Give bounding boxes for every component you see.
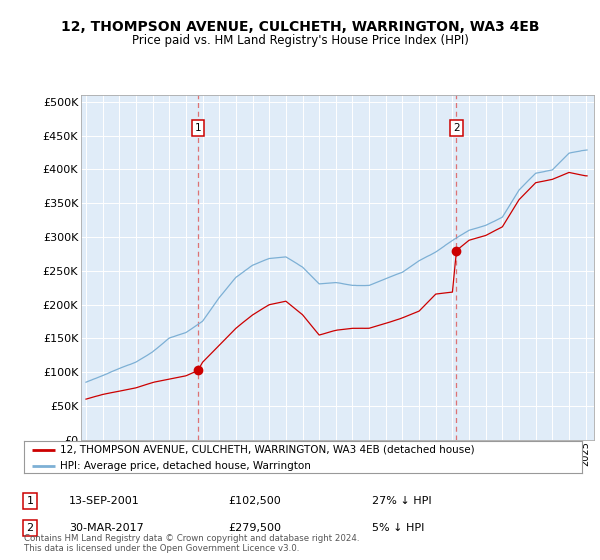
Text: 2: 2: [453, 123, 460, 133]
Text: £279,500: £279,500: [228, 523, 281, 533]
Text: 1: 1: [194, 123, 201, 133]
Text: 5% ↓ HPI: 5% ↓ HPI: [372, 523, 424, 533]
Text: 2: 2: [26, 523, 34, 533]
Text: 1: 1: [26, 496, 34, 506]
Text: 12, THOMPSON AVENUE, CULCHETH, WARRINGTON, WA3 4EB (detached house): 12, THOMPSON AVENUE, CULCHETH, WARRINGTO…: [60, 445, 475, 455]
Text: Contains HM Land Registry data © Crown copyright and database right 2024.
This d: Contains HM Land Registry data © Crown c…: [24, 534, 359, 553]
Text: 13-SEP-2001: 13-SEP-2001: [69, 496, 140, 506]
Text: HPI: Average price, detached house, Warrington: HPI: Average price, detached house, Warr…: [60, 461, 311, 471]
Text: 27% ↓ HPI: 27% ↓ HPI: [372, 496, 431, 506]
Text: 30-MAR-2017: 30-MAR-2017: [69, 523, 144, 533]
Text: 12, THOMPSON AVENUE, CULCHETH, WARRINGTON, WA3 4EB: 12, THOMPSON AVENUE, CULCHETH, WARRINGTO…: [61, 20, 539, 34]
Text: £102,500: £102,500: [228, 496, 281, 506]
Text: Price paid vs. HM Land Registry's House Price Index (HPI): Price paid vs. HM Land Registry's House …: [131, 34, 469, 47]
